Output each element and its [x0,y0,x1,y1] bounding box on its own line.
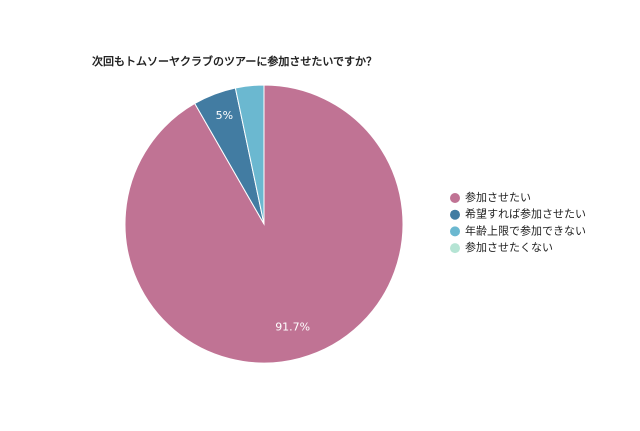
legend-label: 参加させたくない [465,240,553,254]
legend-label: 参加させたい [465,190,531,204]
data-label: 5% [216,109,233,122]
legend-marker [450,193,460,203]
legend-marker [450,243,460,254]
legend-marker [450,226,460,237]
legend-label: 年齢上限で参加できない [465,223,586,237]
legend-marker [450,209,460,220]
legend-label: 希望すれば参加させたい [465,207,586,221]
data-label: 91.7% [275,320,310,333]
chart-title: 次回もトムソーヤクラブのツアーに参加させたいですか？ [92,54,377,68]
